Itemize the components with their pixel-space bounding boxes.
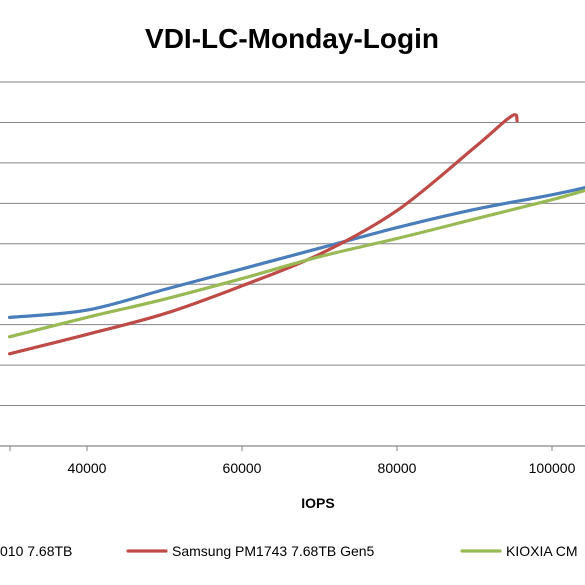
x-axis-ticks: 40000 60000 80000 100000 — [9, 446, 576, 476]
series-line-2 — [7, 113, 519, 356]
x-tick-label: 60000 — [223, 460, 262, 476]
chart-title: VDI-LC-Monday-Login — [145, 23, 439, 54]
gridlines — [0, 81, 585, 407]
x-tick-label: 40000 — [68, 460, 107, 476]
x-tick-label: 80000 — [378, 460, 417, 476]
legend-entry-label: KIOXIA CM — [506, 543, 578, 559]
series-line-3 — [7, 188, 585, 339]
series-line-1 — [7, 186, 585, 319]
x-tick-label: 100000 — [529, 460, 576, 476]
x-axis-label: IOPS — [301, 495, 334, 511]
legend-entry-label: 010 7.68TB — [0, 543, 72, 559]
legend-entry-label: Samsung PM1743 7.68TB Gen5 — [172, 543, 375, 559]
series-lines — [7, 113, 585, 356]
legend: 010 7.68TB Samsung PM1743 7.68TB Gen5 KIOX… — [0, 543, 578, 559]
